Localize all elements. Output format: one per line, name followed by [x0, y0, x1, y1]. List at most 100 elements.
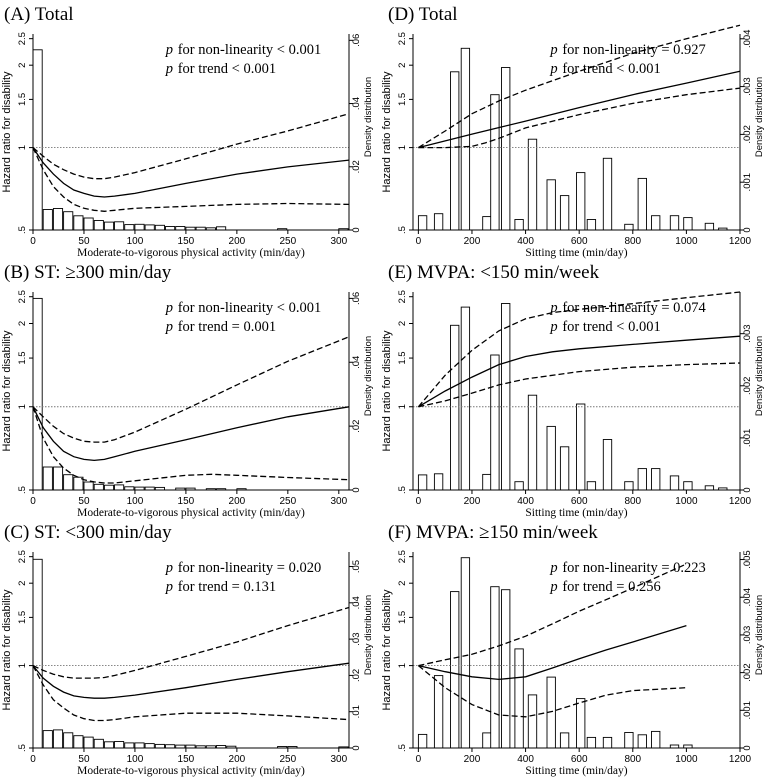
histogram-bar — [576, 172, 586, 231]
histogram-bar — [114, 484, 125, 491]
histogram-bar — [52, 466, 64, 491]
histogram-bar — [602, 736, 613, 749]
histogram-bar — [93, 738, 104, 749]
panel-title: (D) Total — [388, 4, 458, 25]
histogram-bar — [586, 481, 597, 491]
y2-axis-label: Density distribution — [363, 336, 374, 416]
y-tick-label: 1.5 — [397, 611, 408, 624]
y-axis-label: Hazard ratio for disability — [381, 71, 393, 193]
histogram-bar — [42, 730, 53, 749]
x-tick-label: 50 — [78, 496, 90, 507]
x-tick-label: 200 — [464, 496, 481, 507]
y-tick-label: 1.5 — [397, 351, 408, 364]
histogram-bar — [144, 224, 155, 231]
histogram-bar — [114, 221, 125, 231]
y2-tick-label: .01 — [351, 705, 362, 718]
histogram-bar — [482, 216, 492, 231]
p-value-annotation: for trend = 0.001 — [178, 319, 276, 335]
histogram-bar — [460, 47, 471, 231]
panel-title: (A) Total — [4, 4, 74, 25]
y2-axis-label: Density distribution — [754, 336, 765, 416]
y-tick-label: 2 — [17, 63, 28, 68]
x-tick-label: 600 — [571, 236, 588, 247]
p-value-annotation: for non-linearity = 0.020 — [178, 560, 321, 576]
y-tick-label: .5 — [397, 744, 408, 752]
y-tick-label: 1 — [17, 663, 28, 668]
x-tick-label: 50 — [78, 754, 90, 765]
y2-axis-label: Density distribution — [363, 77, 374, 157]
x-tick-label: 600 — [571, 754, 588, 765]
histogram-bar — [32, 49, 43, 231]
histogram-bar — [546, 179, 556, 231]
histogram-bar — [83, 481, 94, 491]
histogram-bar — [527, 138, 538, 231]
panel-title: (C) ST: <300 min/day — [4, 522, 172, 543]
y2-axis-label: Density distribution — [363, 595, 374, 675]
histogram-bar — [134, 742, 145, 749]
x-tick-label: 300 — [330, 754, 347, 765]
y2-tick-label: .02 — [351, 669, 362, 682]
x-tick-label: 400 — [517, 236, 534, 247]
y-tick-label: 2 — [397, 321, 408, 326]
x-tick-label: 1000 — [675, 754, 698, 765]
histogram-bar — [501, 67, 511, 231]
histogram-bar — [490, 94, 500, 231]
y-axis-label: Hazard ratio for disability — [381, 330, 393, 452]
histogram-bar — [501, 303, 511, 491]
histogram-bar — [114, 741, 125, 749]
panel-2: (C) ST: <300 min/day .5 1 1.5 2 2.5 Hazard rat… — [1, 522, 374, 777]
histogram-bar — [83, 736, 94, 749]
x-tick-label: 0 — [30, 754, 36, 765]
hazard-ratio-line — [32, 662, 350, 699]
histogram-bar — [514, 648, 524, 749]
histogram-bar — [651, 215, 661, 231]
p-symbol: p — [165, 579, 173, 595]
p-symbol: p — [165, 42, 173, 58]
y-tick-label: 2.5 — [397, 550, 408, 563]
x-tick-label: 600 — [571, 496, 588, 507]
y-tick-label: .5 — [397, 486, 408, 494]
y2-tick-label: .06 — [351, 292, 362, 305]
upper-ci-line — [417, 291, 741, 408]
histogram-bar — [73, 215, 84, 231]
histogram-bar — [103, 741, 115, 749]
histogram-bar — [52, 729, 64, 749]
histogram-bar — [559, 446, 570, 491]
histogram-bar — [52, 208, 64, 231]
p-symbol: p — [165, 319, 173, 335]
x-tick-label: 1200 — [729, 754, 752, 765]
p-value-annotation: for trend < 0.001 — [562, 319, 660, 335]
histogram-bar — [637, 468, 647, 491]
lower-ci-line — [32, 147, 350, 212]
histogram-bar — [417, 474, 428, 491]
y2-axis-label: Density distribution — [754, 595, 765, 675]
y-tick-label: .5 — [17, 744, 28, 752]
histogram-bar — [482, 732, 492, 749]
histogram-bar — [669, 215, 680, 231]
x-tick-label: 0 — [416, 496, 422, 507]
panel-3: (D) Total .5 1 1.5 2 2.5 Hazard ratio for disa… — [381, 4, 765, 259]
panel-4: (E) MVPA: <150 min/week .5 1 1.5 2 2.5 Hazard … — [381, 262, 765, 519]
y-tick-label: 2.5 — [17, 290, 28, 303]
histogram-bar — [154, 743, 165, 749]
y2-tick-label: 0 — [742, 487, 753, 492]
x-tick-label: 300 — [330, 236, 347, 247]
histogram-bar — [546, 425, 556, 491]
upper-ci-line — [32, 113, 350, 180]
y2-tick-label: .05 — [351, 560, 362, 573]
y2-tick-label: .001 — [742, 701, 753, 720]
histogram-bar — [559, 195, 570, 231]
histogram-bar — [83, 217, 94, 231]
x-tick-label: 250 — [279, 754, 296, 765]
x-axis-label: Sitting time (min/day) — [525, 507, 627, 519]
histogram-bar — [63, 474, 74, 491]
y2-tick-label: .001 — [742, 429, 753, 448]
p-symbol: p — [549, 560, 557, 576]
y-tick-label: 2 — [17, 321, 28, 326]
y2-tick-label: .02 — [351, 420, 362, 433]
y-tick-label: 2.5 — [397, 32, 408, 45]
panel-0: (A) Total .5 1 1.5 2 2.5 Hazard ratio for disa… — [1, 4, 374, 259]
x-tick-label: 200 — [229, 236, 246, 247]
p-symbol: p — [165, 560, 173, 576]
y2-axis-label: Density distribution — [754, 77, 765, 157]
